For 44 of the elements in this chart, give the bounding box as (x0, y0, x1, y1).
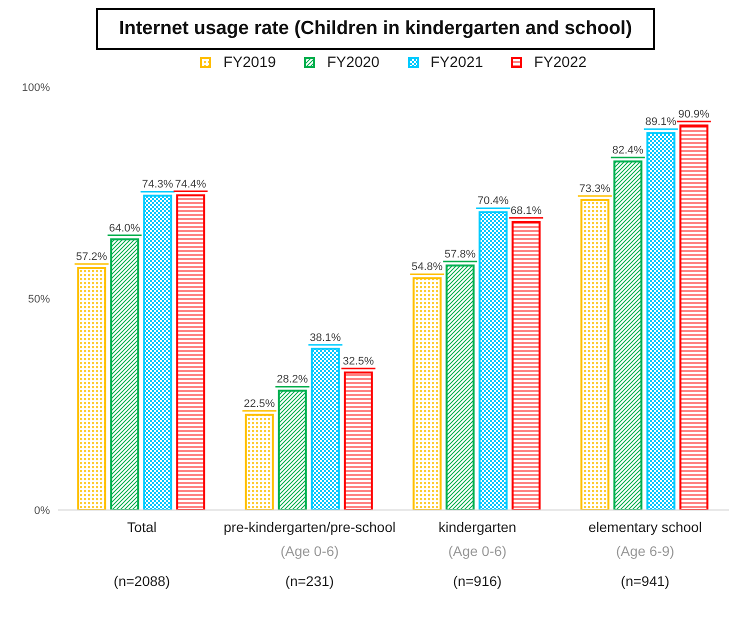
data-label: 28.2% (276, 374, 308, 386)
x-tick-label: pre-kindergarten/pre-school (Age 0-6) (n=231) (224, 519, 396, 589)
bar (143, 194, 172, 510)
bar (244, 414, 274, 510)
legend-label: FY2019 (222, 54, 276, 71)
bar (679, 124, 708, 510)
data-label: 89.1% (645, 116, 677, 128)
category-label: Total (n=2088) (114, 519, 170, 589)
data-label: 64.0% (109, 222, 140, 234)
chart-title: Internet usage rate (Children in kindergarten and school) (96, 8, 655, 50)
bar (278, 390, 307, 510)
bar (512, 220, 541, 510)
data-label: 90.9% (678, 108, 710, 120)
y-tick-label: 100% (22, 82, 50, 94)
bar (446, 264, 475, 510)
data-label: 32.5% (342, 356, 374, 368)
data-label: 38.1% (310, 332, 342, 344)
bar (478, 211, 508, 510)
data-label: 57.8% (444, 248, 476, 261)
data-label: 54.8% (412, 261, 443, 274)
legend-label: FY2022 (533, 54, 587, 71)
y-tick-label: 50% (28, 293, 50, 306)
bar (310, 348, 340, 510)
bar (77, 267, 106, 510)
bar (176, 194, 206, 510)
legend-label: FY2021 (430, 54, 484, 71)
data-label: 74.3% (142, 178, 174, 191)
data-label: 82.4% (612, 144, 644, 156)
data-label: 57.2% (76, 251, 108, 264)
x-tick-label: elementary school (Age 6-9) (n=941) (588, 519, 702, 589)
data-label: 70.4% (478, 195, 509, 208)
data-label: 22.5% (244, 398, 276, 410)
x-tick-label: kindergarten (Age 0-6) (n=916) (438, 519, 516, 589)
bar (412, 277, 442, 510)
y-tick-label: 0% (34, 504, 50, 517)
data-label: 68.1% (510, 204, 542, 217)
bar (110, 238, 140, 510)
bar (613, 160, 642, 510)
data-label: 73.3% (579, 182, 611, 195)
bar (646, 132, 676, 510)
bar (344, 372, 373, 510)
legend-label: FY2020 (326, 54, 380, 71)
data-label: 74.4% (175, 178, 206, 190)
bar (580, 198, 610, 510)
